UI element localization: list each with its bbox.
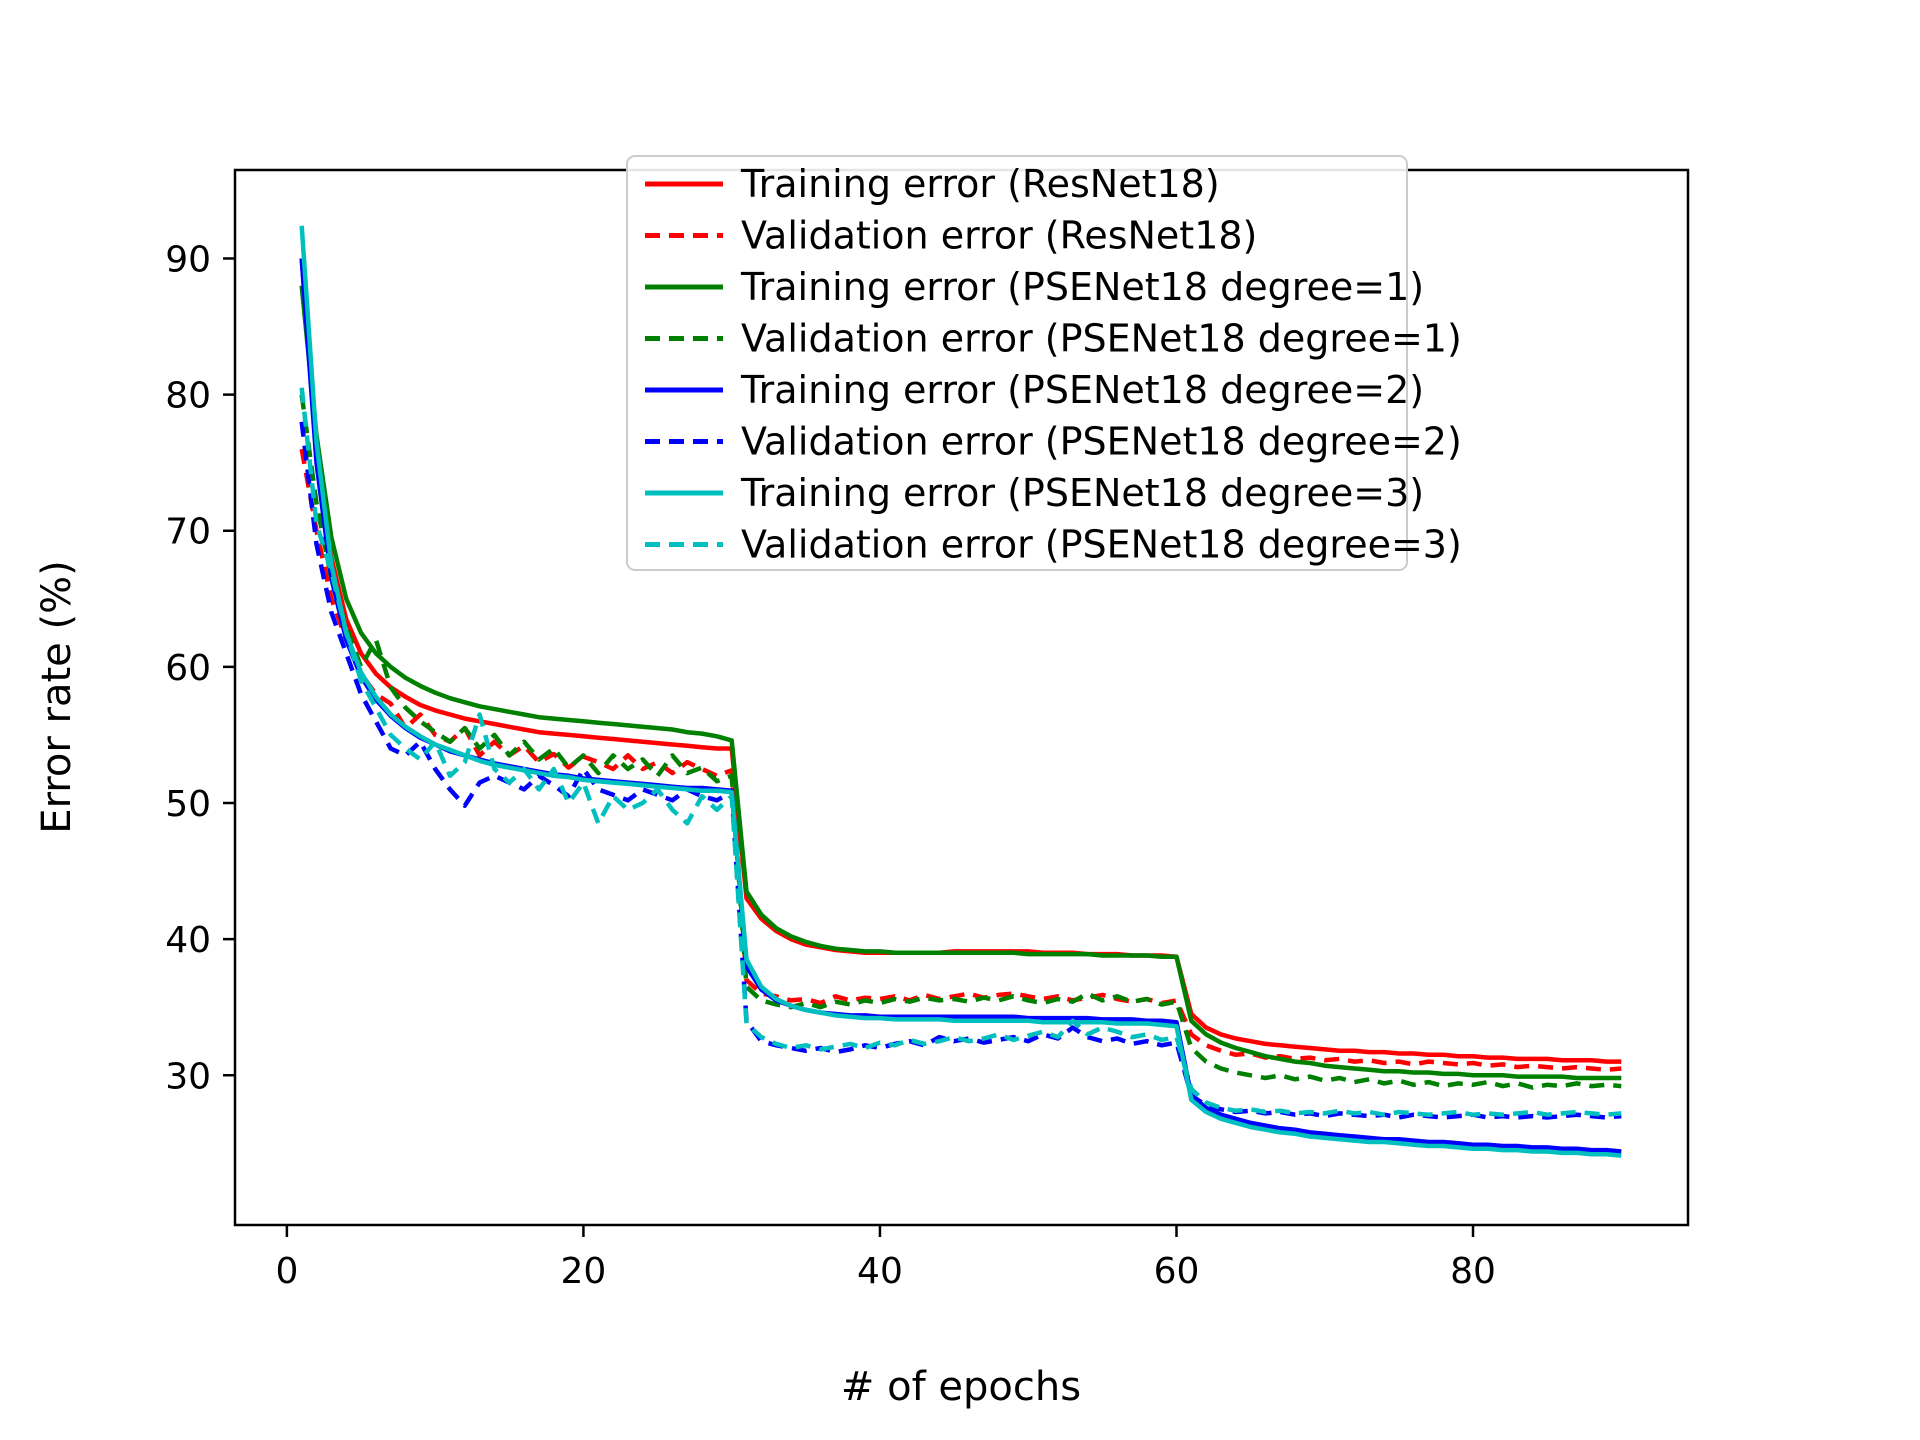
series-validation-resnet18 <box>299 448 1622 1073</box>
y-tick-label: 30 <box>165 1056 211 1097</box>
axes-layer: 0 20 40 60 80 30 40 50 60 70 80 90 <box>165 168 1690 1292</box>
x-tick-label: 0 <box>275 1251 298 1292</box>
x-tick-label: 20 <box>561 1251 607 1292</box>
x-tick-label: 60 <box>1154 1251 1200 1292</box>
legend-entry-label: Training error (PSENet18 degree=3) <box>740 471 1424 515</box>
series-layer <box>299 225 1622 1158</box>
legend-entry-label: Training error (PSENet18 degree=1) <box>740 265 1424 309</box>
legend-entry-label: Validation error (ResNet18) <box>741 214 1257 258</box>
series-training-psenet18-degree1 <box>299 285 1622 1081</box>
y-tick-label: 80 <box>165 376 211 417</box>
legend-box <box>626 155 1408 571</box>
y-tick-label: 60 <box>165 648 211 689</box>
y-tick-label: 50 <box>165 784 211 825</box>
legend: Training error (ResNet18) Validation erro… <box>626 155 1462 571</box>
x-axis-label: # of epochs <box>841 1364 1081 1410</box>
y-tick-label: 40 <box>165 920 211 961</box>
legend-entry-label: Validation error (PSENet18 degree=3) <box>741 523 1462 567</box>
legend-entry-label: Validation error (PSENet18 degree=2) <box>741 420 1462 464</box>
y-tick-label: 90 <box>165 239 211 280</box>
legend-entry-label: Training error (PSENet18 degree=2) <box>740 368 1424 412</box>
series-validation-psenet18-degree1 <box>299 394 1622 1090</box>
y-tick-label: 70 <box>165 512 211 553</box>
legend-entry-label: Validation error (PSENet18 degree=1) <box>741 317 1462 361</box>
x-tick-label: 40 <box>857 1251 903 1292</box>
legend-entry-label: Training error (ResNet18) <box>740 162 1220 206</box>
series-validation-psenet18-degree3 <box>299 387 1622 1117</box>
x-tick-label: 80 <box>1450 1251 1496 1292</box>
y-axis-label: Error rate (%) <box>34 560 80 833</box>
